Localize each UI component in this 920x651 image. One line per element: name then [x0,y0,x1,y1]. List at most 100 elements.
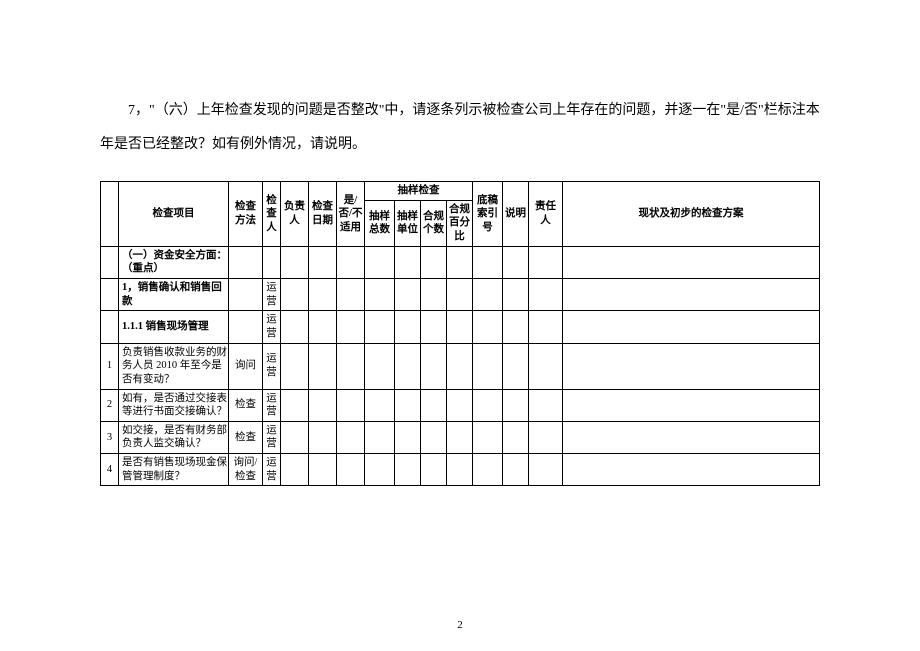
th-ref: 底稿索引号 [473,182,503,247]
page-number: 2 [0,619,920,631]
table-cell [529,311,563,343]
table-cell [529,389,563,421]
table-cell [473,421,503,453]
th-number [101,182,119,247]
table-cell [503,246,529,278]
th-desc: 说明 [503,182,529,247]
table-row: 3如交接，是否有财务部负责人监交确认？检查运营 [101,421,820,453]
table-cell [563,389,820,421]
table-row: （一）资金安全方面：（重点） [101,246,820,278]
table-cell: 如有，是否通过交接表等进行书面交接确认？ [119,389,229,421]
th-plan: 现状及初步的检查方案 [563,182,820,247]
table-cell [421,246,447,278]
table-cell [529,246,563,278]
th-compliant-pct: 合规百分比 [447,200,473,246]
table-row: 4是否有销售现场现金保管管理制度？询问/检查运营 [101,454,820,486]
table-cell: 询问/检查 [229,454,263,486]
table-cell [529,454,563,486]
th-checker: 检查人 [263,182,281,247]
table-row: 2如有，是否通过交接表等进行书面交接确认？检查运营 [101,389,820,421]
table-cell [281,343,309,389]
table-cell [421,311,447,343]
table-cell [473,279,503,311]
table-cell [529,343,563,389]
table-cell [395,279,421,311]
table-cell: （一）资金安全方面：（重点） [119,246,229,278]
th-yesno: 是/否/不适用 [337,182,365,247]
table-cell [563,311,820,343]
table-cell [365,311,395,343]
table-cell [101,311,119,343]
table-cell [281,421,309,453]
table-cell [447,389,473,421]
table-cell [365,343,395,389]
table-cell [365,279,395,311]
table-cell [365,246,395,278]
table-cell [395,343,421,389]
table-cell: 如交接，是否有财务部负责人监交确认？ [119,421,229,453]
table-cell [281,389,309,421]
table-cell [281,279,309,311]
table-cell [337,246,365,278]
table-cell [263,246,281,278]
th-sampling: 抽样检查 [365,182,473,201]
table-cell [101,246,119,278]
table-cell: 运营 [263,343,281,389]
table-cell [309,311,337,343]
table-cell [447,454,473,486]
table-cell [473,454,503,486]
table-cell [503,343,529,389]
table-cell [337,389,365,421]
table-cell [365,389,395,421]
table-cell: 检查 [229,421,263,453]
table-cell [421,421,447,453]
table-cell [503,421,529,453]
table-cell [309,343,337,389]
table-cell [473,311,503,343]
table-cell [337,343,365,389]
th-sample-total: 抽样总数 [365,200,395,246]
table-cell [309,279,337,311]
table-cell: 询问 [229,343,263,389]
table-cell [281,311,309,343]
table-cell [337,311,365,343]
table-cell [503,454,529,486]
table-cell [421,343,447,389]
table-cell [281,454,309,486]
th-liable: 责任人 [529,182,563,247]
table-cell [503,279,529,311]
table-cell [309,389,337,421]
table-cell [563,454,820,486]
table-cell: 运营 [263,279,281,311]
table-cell: 负责销售收款业务的财务人员 2010 年至今是否有变动？ [119,343,229,389]
table-cell [395,246,421,278]
table-cell [365,454,395,486]
table-cell [473,389,503,421]
table-cell [447,279,473,311]
table-cell: 1 [101,343,119,389]
table-cell: 运营 [263,454,281,486]
table-cell [421,279,447,311]
table-cell [421,389,447,421]
table-cell [337,279,365,311]
table-cell [229,246,263,278]
intro-paragraph: 7，"（六）上年检查发现的问题是否整改"中，请逐条列示被检查公司上年存在的问题，… [100,94,820,161]
table-cell [309,246,337,278]
table-cell [503,311,529,343]
table-cell [395,421,421,453]
th-compliant-count: 合规个数 [421,200,447,246]
table-cell: 4 [101,454,119,486]
table-cell [337,421,365,453]
table-cell [309,454,337,486]
table-cell [395,389,421,421]
table-cell [473,246,503,278]
table-cell [421,454,447,486]
table-cell [563,279,820,311]
table-cell [447,421,473,453]
table-cell [229,279,263,311]
table-cell: 运营 [263,311,281,343]
table-row: 1负责销售收款业务的财务人员 2010 年至今是否有变动？询问运营 [101,343,820,389]
table-cell [503,389,529,421]
th-date: 检查日期 [309,182,337,247]
table-cell [281,246,309,278]
